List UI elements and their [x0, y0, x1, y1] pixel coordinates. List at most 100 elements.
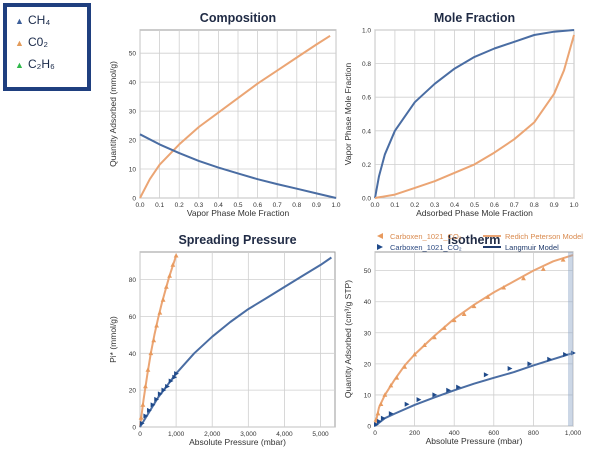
x-tick-label: 400: [449, 430, 460, 437]
y-tick-label: 0: [367, 424, 371, 431]
x-tick-label: 0.0: [370, 202, 379, 209]
y-tick-label: 40: [129, 80, 137, 87]
x-tick-label: 0.7: [510, 202, 519, 209]
triangle-icon: ▲: [15, 60, 24, 70]
y-tick-label: 0: [132, 425, 136, 432]
data-point-marker: [461, 311, 467, 316]
data-point-marker: [432, 392, 438, 398]
x-tick-label: 1.0: [331, 202, 340, 209]
data-point-marker: [143, 383, 148, 389]
y-tick-label: 20: [129, 138, 137, 145]
data-point-marker: [172, 374, 178, 380]
x-tick-label: 0.5: [470, 202, 479, 209]
x-axis-label: Adsorbed Phase Mole Fraction: [416, 208, 533, 218]
data-point-marker: [378, 401, 384, 407]
data-point-marker: [560, 257, 566, 262]
x-tick-label: 0.6: [253, 202, 262, 209]
plot-area: [374, 251, 574, 427]
y-tick-label: 0.4: [362, 128, 371, 135]
x-tick-label: 0.1: [155, 202, 164, 209]
data-point-marker: [373, 421, 379, 427]
chart-title: Spreading Pressure: [178, 233, 296, 247]
data-point-marker: [422, 342, 427, 348]
data-point-marker: [143, 413, 149, 419]
data-point-marker: [404, 401, 410, 407]
data-point-marker: [380, 415, 386, 421]
data-point-marker: [157, 310, 163, 315]
data-point-marker: [157, 391, 163, 397]
series-line-blue: [374, 29, 575, 199]
y-axis-label: Pi* (mmol/g): [108, 316, 118, 363]
x-tick-label: 2,000: [204, 431, 221, 438]
y-tick-label: 30: [364, 330, 372, 337]
x-axis-label: Vapor Phase Mole Fraction: [187, 208, 290, 218]
legend-marker: [377, 244, 383, 250]
series-line-orange: [139, 34, 331, 199]
y-tick-label: 1.0: [362, 28, 371, 35]
y-tick-label: 0.0: [362, 196, 371, 203]
species-legend: ▲ CH₄ ▲ C0₂ ▲ C₂H₆: [3, 3, 91, 91]
data-point-marker: [451, 317, 457, 323]
plot-area: [139, 251, 336, 428]
data-point-marker: [382, 392, 388, 397]
data-point-marker: [446, 387, 452, 393]
y-tick-label: 20: [364, 361, 372, 368]
y-tick-label: 20: [129, 388, 137, 395]
data-point-marker: [167, 273, 173, 278]
y-tick-label: 50: [364, 268, 372, 275]
series-line-blue: [374, 352, 574, 427]
data-point-marker: [483, 372, 489, 378]
data-point-marker: [471, 303, 477, 309]
data-point-marker: [147, 407, 152, 413]
x-tick-label: 0.6: [490, 202, 499, 209]
x-tick-label: 1,000: [168, 431, 185, 438]
x-tick-label: 0.2: [410, 202, 419, 209]
x-tick-label: 3,000: [240, 431, 257, 438]
x-tick-label: 1,000: [565, 430, 582, 437]
y-tick-label: 50: [129, 51, 137, 58]
range-cursor-band: [568, 252, 573, 426]
x-axis-label: Absolute Pressure (mbar): [426, 436, 523, 446]
data-point-marker: [170, 262, 176, 267]
y-tick-label: 0.6: [362, 95, 371, 102]
legend-item-co2: ▲ C0₂: [15, 35, 48, 49]
x-tick-label: 800: [528, 430, 539, 437]
legend-label: Redich Peterson Model: [505, 232, 583, 241]
legend-label: Langmuir Model: [505, 243, 559, 252]
data-point-marker: [412, 351, 417, 357]
triangle-icon: ▲: [15, 16, 24, 26]
data-point-marker: [151, 337, 157, 343]
data-point-marker: [173, 253, 179, 258]
y-tick-label: 40: [129, 351, 137, 358]
x-tick-label: 0.3: [430, 202, 439, 209]
data-point-marker: [154, 396, 160, 402]
data-point-marker: [150, 402, 156, 408]
chart-3: 0 200 400 600 800 1,00001020304050IsothermAbs…: [343, 232, 583, 446]
data-point-marker: [416, 397, 422, 403]
data-point-marker: [138, 415, 144, 420]
x-tick-label: 4,000: [276, 431, 293, 438]
series-line-blue: [139, 133, 337, 199]
series-line-orange: [374, 34, 575, 199]
x-tick-label: 1.0: [569, 202, 578, 209]
data-point-marker: [174, 371, 179, 377]
data-point-marker: [527, 361, 533, 367]
x-tick-label: 0: [138, 431, 142, 438]
x-tick-label: 0.3: [194, 202, 203, 209]
data-point-marker: [388, 411, 394, 417]
x-tick-label: 0.4: [450, 202, 459, 209]
data-point-marker: [168, 378, 174, 384]
data-point-marker: [165, 383, 170, 389]
data-point-marker: [402, 364, 408, 369]
chart-title: Composition: [200, 11, 276, 25]
x-tick-label: 0.0: [135, 202, 144, 209]
y-tick-label: 30: [129, 109, 137, 116]
data-point-marker: [145, 367, 151, 372]
data-point-marker: [507, 366, 513, 372]
data-point-marker: [547, 356, 553, 362]
data-point-marker: [456, 384, 461, 390]
data-point-marker: [563, 352, 568, 358]
data-point-marker: [375, 410, 381, 416]
y-tick-label: 0.8: [362, 61, 371, 68]
y-tick-label: 10: [129, 167, 137, 174]
